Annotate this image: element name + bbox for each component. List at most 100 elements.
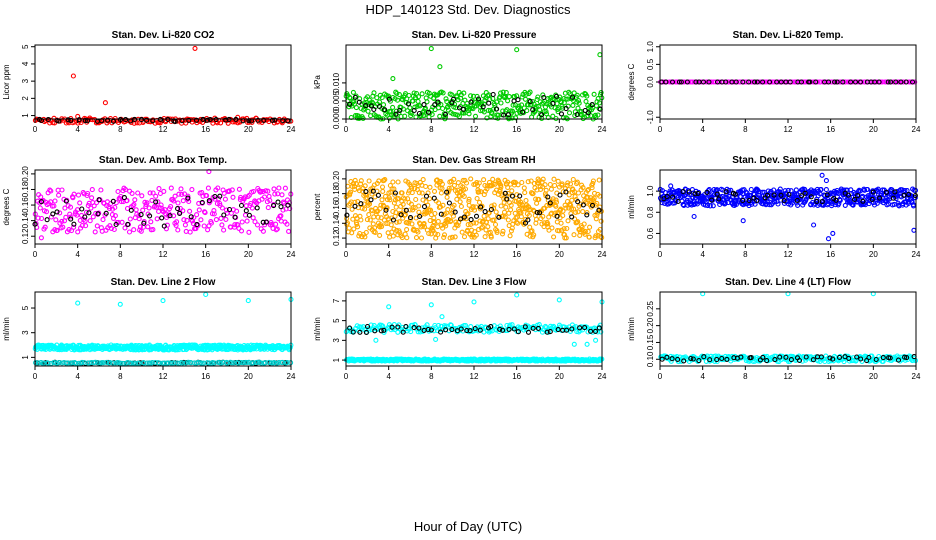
- data-point: [764, 192, 771, 198]
- data-point: [415, 94, 422, 100]
- data-point: [371, 90, 377, 96]
- data-point: [445, 207, 451, 213]
- data-point: [79, 206, 85, 212]
- data-point: [87, 218, 93, 224]
- y-axis-label: ml/min: [627, 317, 636, 341]
- data-point: [104, 359, 110, 365]
- data-point: [379, 184, 386, 190]
- data-point: [196, 207, 202, 213]
- data-point: [67, 211, 73, 217]
- data-point: [494, 229, 500, 235]
- data-point: [680, 189, 686, 195]
- x-tick-label: 4: [700, 125, 705, 134]
- y-tick-label: 0.18: [332, 185, 341, 201]
- data-point: [86, 210, 92, 216]
- data-point: [147, 213, 153, 219]
- data-point: [65, 360, 71, 366]
- data-point: [545, 115, 551, 121]
- data-point: [457, 216, 464, 222]
- data-point: [94, 223, 100, 229]
- data-point: [273, 221, 279, 227]
- data-point: [351, 226, 357, 232]
- data-point: [733, 201, 739, 207]
- data-point: [346, 225, 352, 231]
- data-point: [106, 205, 113, 212]
- data-point: [489, 111, 495, 117]
- data-point: [574, 219, 580, 226]
- data-point: [408, 329, 414, 335]
- data-point: [284, 359, 290, 366]
- data-point: [596, 177, 602, 183]
- data-point: [44, 217, 50, 223]
- data-point: [778, 79, 784, 85]
- data-point: [138, 212, 144, 218]
- data-point: [501, 112, 507, 118]
- data-point: [275, 199, 281, 205]
- data-point: [191, 117, 197, 123]
- data-point: [810, 357, 816, 363]
- y-tick-label: 0.12: [21, 228, 30, 244]
- data-point: [486, 100, 492, 106]
- data-point: [424, 99, 430, 105]
- data-point: [415, 229, 421, 235]
- data-point: [590, 105, 596, 111]
- data-point: [754, 197, 760, 203]
- y-tick-label: 0.5: [646, 58, 655, 70]
- data-point: [465, 222, 471, 228]
- data-point: [864, 186, 871, 193]
- data-point: [521, 185, 527, 191]
- data-point: [366, 212, 372, 218]
- data-point: [206, 198, 212, 204]
- panel-title: Stan. Dev. Gas Stream RH: [412, 155, 535, 166]
- series-2: [346, 91, 603, 118]
- data-point: [555, 327, 561, 333]
- data-point: [469, 234, 475, 240]
- data-point: [397, 107, 403, 113]
- y-tick-label: 0.20: [646, 317, 655, 333]
- data-point: [509, 108, 516, 114]
- data-point: [459, 229, 465, 235]
- data-point: [596, 325, 602, 331]
- data-point: [282, 185, 288, 191]
- data-point: [402, 196, 408, 202]
- data-point: [537, 210, 543, 216]
- data-point: [254, 205, 260, 211]
- data-point: [71, 191, 77, 197]
- data-point: [455, 222, 461, 228]
- data-point: [180, 198, 186, 204]
- y-tick-label: 4: [21, 61, 30, 66]
- data-point: [133, 207, 139, 213]
- data-point: [466, 196, 472, 202]
- data-point: [271, 359, 277, 366]
- data-point: [594, 200, 600, 206]
- data-point: [83, 209, 90, 215]
- data-point: [185, 359, 191, 365]
- data-point: [542, 182, 548, 188]
- data-point: [551, 176, 557, 182]
- data-point: [696, 358, 702, 364]
- data-point: [450, 111, 456, 117]
- data-point: [211, 211, 217, 217]
- data-point: [468, 324, 474, 330]
- data-point: [818, 354, 824, 360]
- series-1: [658, 291, 919, 365]
- data-point: [396, 219, 402, 225]
- data-point: [56, 192, 62, 198]
- y-tick-label: 1.0: [646, 41, 655, 53]
- data-point: [681, 358, 687, 364]
- data-point: [545, 194, 551, 200]
- data-point: [428, 327, 434, 333]
- x-tick-label: 20: [244, 125, 253, 134]
- data-point: [488, 206, 494, 213]
- outlier-point: [117, 301, 123, 307]
- data-point: [709, 197, 715, 203]
- data-point: [463, 322, 469, 329]
- data-point: [278, 213, 284, 219]
- outlier-point: [437, 64, 443, 70]
- data-point: [388, 222, 394, 228]
- data-point: [491, 217, 497, 223]
- data-point: [110, 360, 116, 366]
- data-point: [140, 207, 146, 213]
- data-point: [419, 190, 425, 196]
